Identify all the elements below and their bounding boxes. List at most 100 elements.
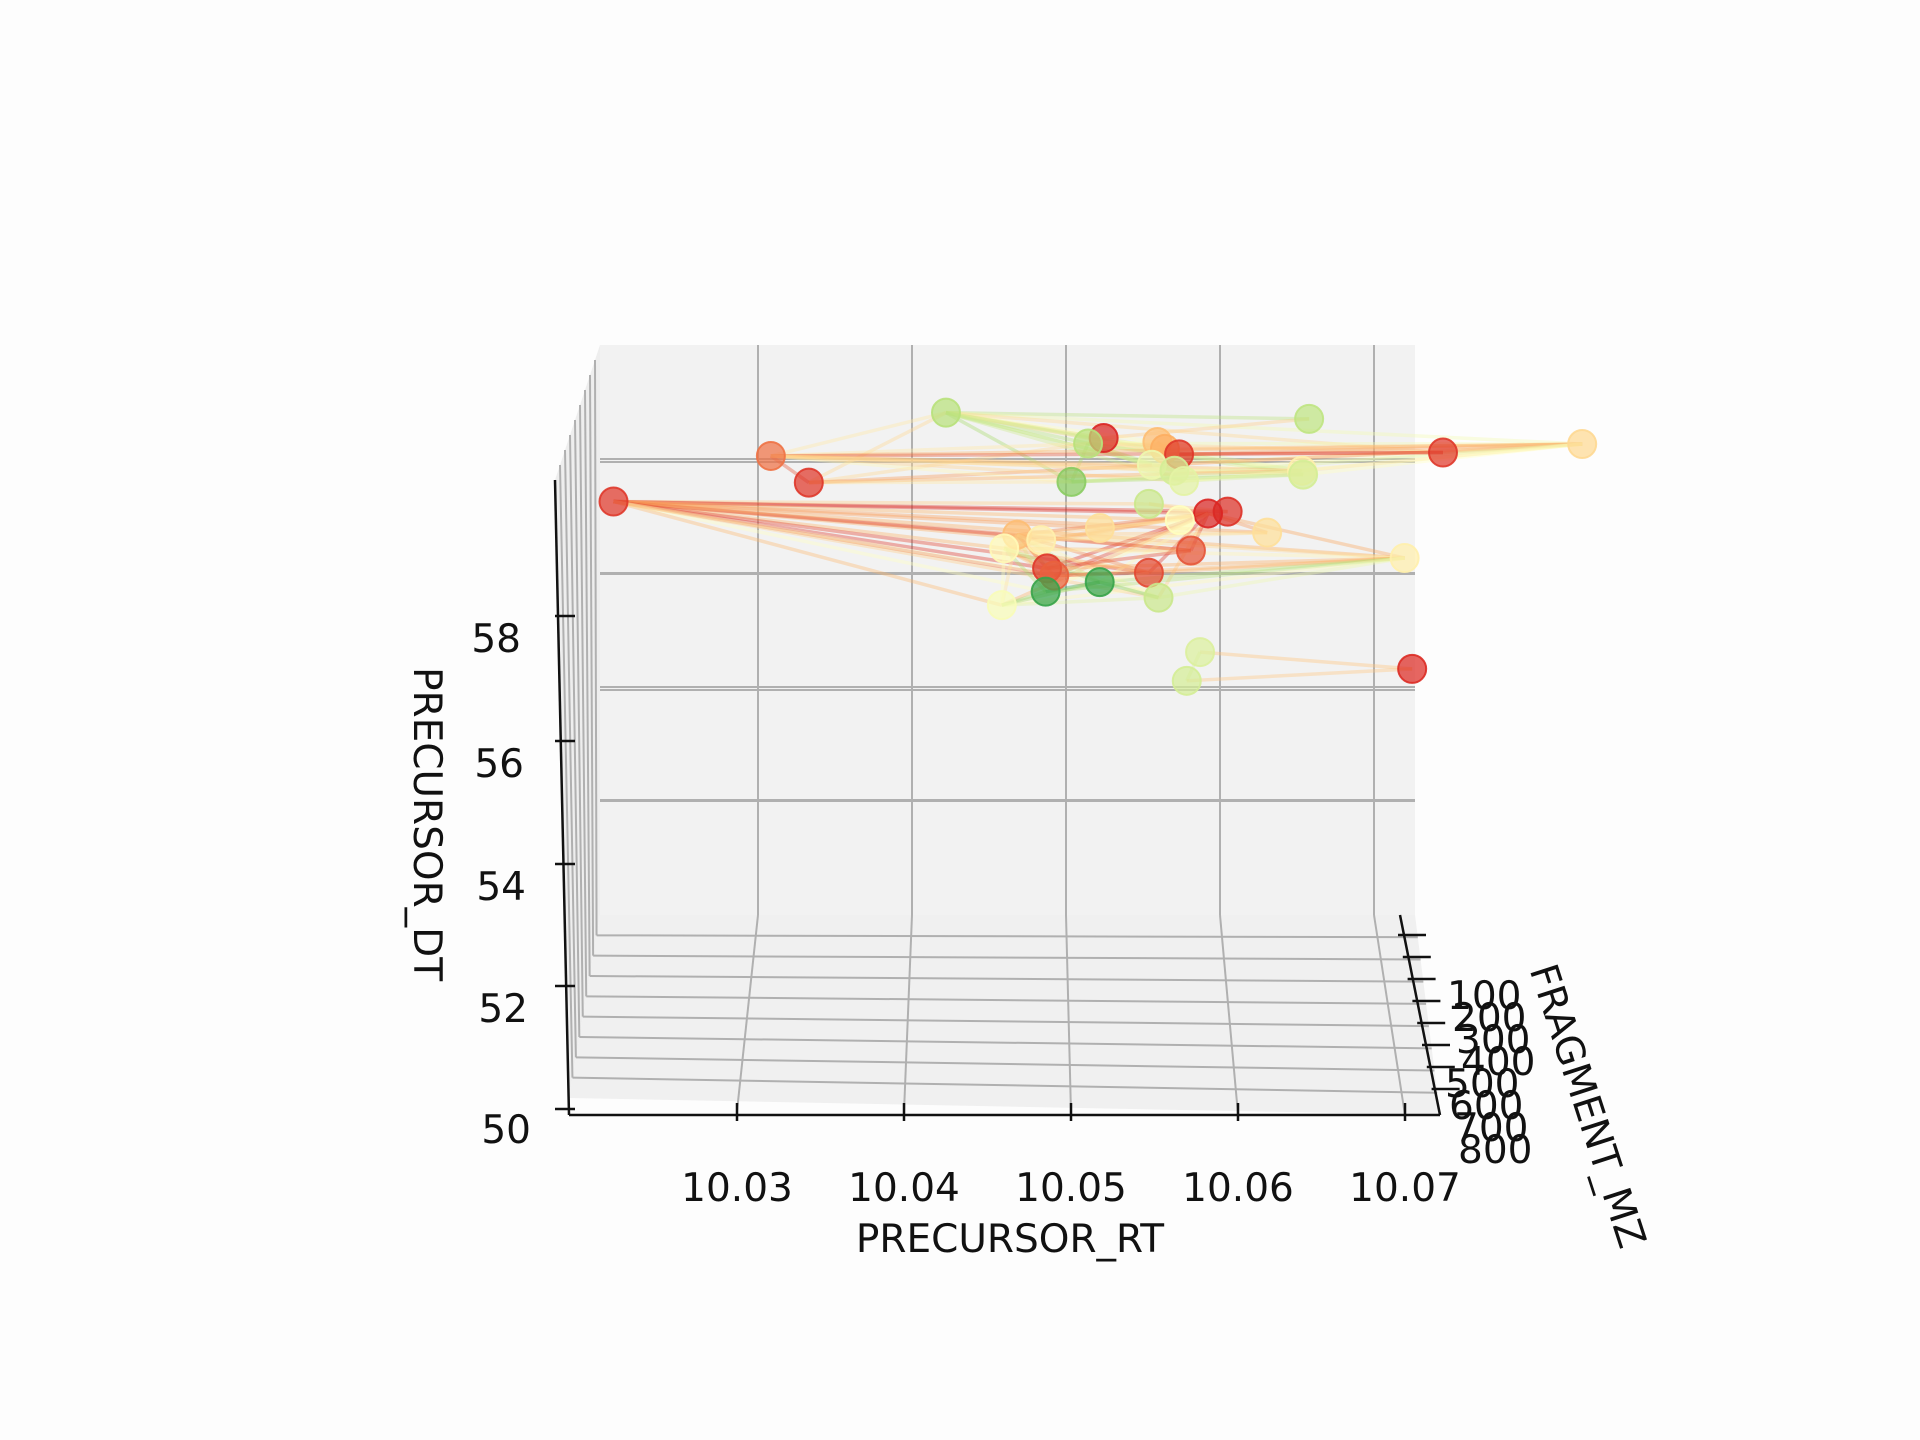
connecting-line [613, 499, 1192, 553]
data-point [1073, 428, 1104, 459]
side-gridline-mz [569, 434, 581, 1038]
data-point [1171, 665, 1202, 696]
x-tick-label: 10.03 [681, 1166, 793, 1211]
y-tick-label: 600 [1449, 1084, 1523, 1129]
data-point [989, 533, 1020, 564]
floor-gridline-mz [575, 1056, 1435, 1072]
z-tick-labels: 50 52 54 56 58 [471, 617, 531, 1153]
floor-pane [569, 915, 1440, 1115]
connecting-line [613, 499, 1180, 522]
connecting-line [613, 499, 1042, 542]
z-axis-title: PRECURSOR_DT [404, 667, 449, 981]
connecting-line [1183, 472, 1304, 483]
floor-gridline-mz [593, 954, 1421, 961]
data-point [1294, 403, 1325, 434]
connecting-line [1017, 530, 1268, 537]
connecting-line [945, 410, 1089, 446]
connecting-line [808, 411, 947, 485]
y-tick-labels: 100 200 300 400 500 600 700 800 [1445, 974, 1535, 1173]
connecting-line [613, 499, 1209, 516]
connecting-line [770, 454, 1304, 477]
connecting-line [770, 441, 1089, 458]
z-tick-label: 50 [481, 1108, 531, 1153]
connecting-line [1199, 650, 1413, 671]
gridlines [559, 345, 1438, 1116]
floor-gridline-mz [572, 1076, 1438, 1094]
z-tick-label: 56 [474, 742, 524, 787]
floor-gridline-x [1219, 914, 1239, 1115]
data-point [1143, 582, 1174, 613]
data-point [755, 440, 786, 471]
data-point [1133, 557, 1164, 588]
data-point [1397, 653, 1428, 684]
data-point [1056, 466, 1087, 497]
connecting-line [945, 410, 1180, 457]
data-point [930, 397, 961, 428]
data-point [1185, 637, 1216, 668]
connecting-line [945, 411, 1073, 484]
data-point [1164, 505, 1195, 536]
data-points [598, 397, 1598, 696]
floor-gridline-x [1065, 914, 1072, 1114]
connecting-line [770, 450, 1444, 458]
side-gridline-mz [589, 374, 595, 956]
data-point [1026, 525, 1057, 556]
connecting-line [613, 499, 1228, 514]
floor-gridline-mz [579, 1036, 1432, 1050]
connecting-line [945, 410, 1153, 467]
y-tick-label: 400 [1461, 1040, 1535, 1085]
y-tick-label: 200 [1452, 996, 1526, 1041]
connecting-line [613, 499, 1005, 551]
data-point [1567, 429, 1598, 460]
connecting-line [770, 454, 1152, 467]
connecting-line [808, 480, 1072, 485]
connecting-line [945, 410, 1166, 451]
x-tick-labels: 10.03 10.04 10.05 10.06 10.07 [681, 1166, 1461, 1211]
z-tick-label: 52 [478, 987, 528, 1032]
connecting-line [945, 410, 1304, 477]
connecting-line [1151, 442, 1583, 467]
data-point [1389, 543, 1420, 574]
data-point [1030, 576, 1061, 607]
connecting-line [613, 499, 1046, 594]
z-tick-label: 54 [476, 865, 526, 910]
floor-gridline-mz [582, 1015, 1429, 1028]
connecting-line [945, 410, 1444, 455]
connecting-line [613, 499, 1048, 571]
connecting-line [613, 499, 1149, 506]
data-point [1288, 459, 1319, 490]
data-point [1133, 488, 1164, 519]
connecting-line [1041, 530, 1268, 542]
floor-gridline-mz [596, 934, 1418, 939]
y-tick-label: 800 [1458, 1128, 1532, 1173]
y-tick-label: 300 [1456, 1018, 1530, 1063]
connecting-line [1003, 546, 1160, 600]
connecting-line [1164, 442, 1583, 451]
connecting-line [1001, 556, 1405, 607]
data-point [1427, 437, 1458, 468]
connecting-line [1158, 556, 1405, 600]
x-tick-label: 10.04 [848, 1166, 960, 1211]
connecting-line [945, 410, 1158, 444]
connecting-line [1183, 442, 1583, 483]
connecting-line [1207, 511, 1406, 560]
connecting-line [770, 454, 1303, 473]
connecting-line [945, 410, 1583, 446]
x-tick-label: 10.05 [1015, 1166, 1127, 1211]
data-point [1252, 517, 1283, 548]
connecting-line [945, 410, 1175, 473]
connecting-line [1017, 532, 1405, 560]
y-tick-label: 500 [1445, 1062, 1519, 1107]
connecting-line [770, 454, 1185, 483]
data-point [986, 590, 1017, 621]
data-point [1175, 535, 1206, 566]
z-tick-label: 58 [471, 617, 521, 662]
side-gridline-mz [559, 464, 574, 1078]
x-tick-label: 10.07 [1349, 1166, 1461, 1211]
floor-gridline-mz [589, 975, 1424, 983]
data-point [1084, 567, 1115, 598]
connecting-line [1054, 556, 1405, 578]
side-gridline-mz [584, 389, 591, 977]
y-tick-label: 100 [1447, 974, 1521, 1019]
